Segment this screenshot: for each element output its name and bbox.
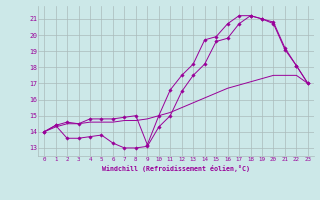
X-axis label: Windchill (Refroidissement éolien,°C): Windchill (Refroidissement éolien,°C) bbox=[102, 165, 250, 172]
